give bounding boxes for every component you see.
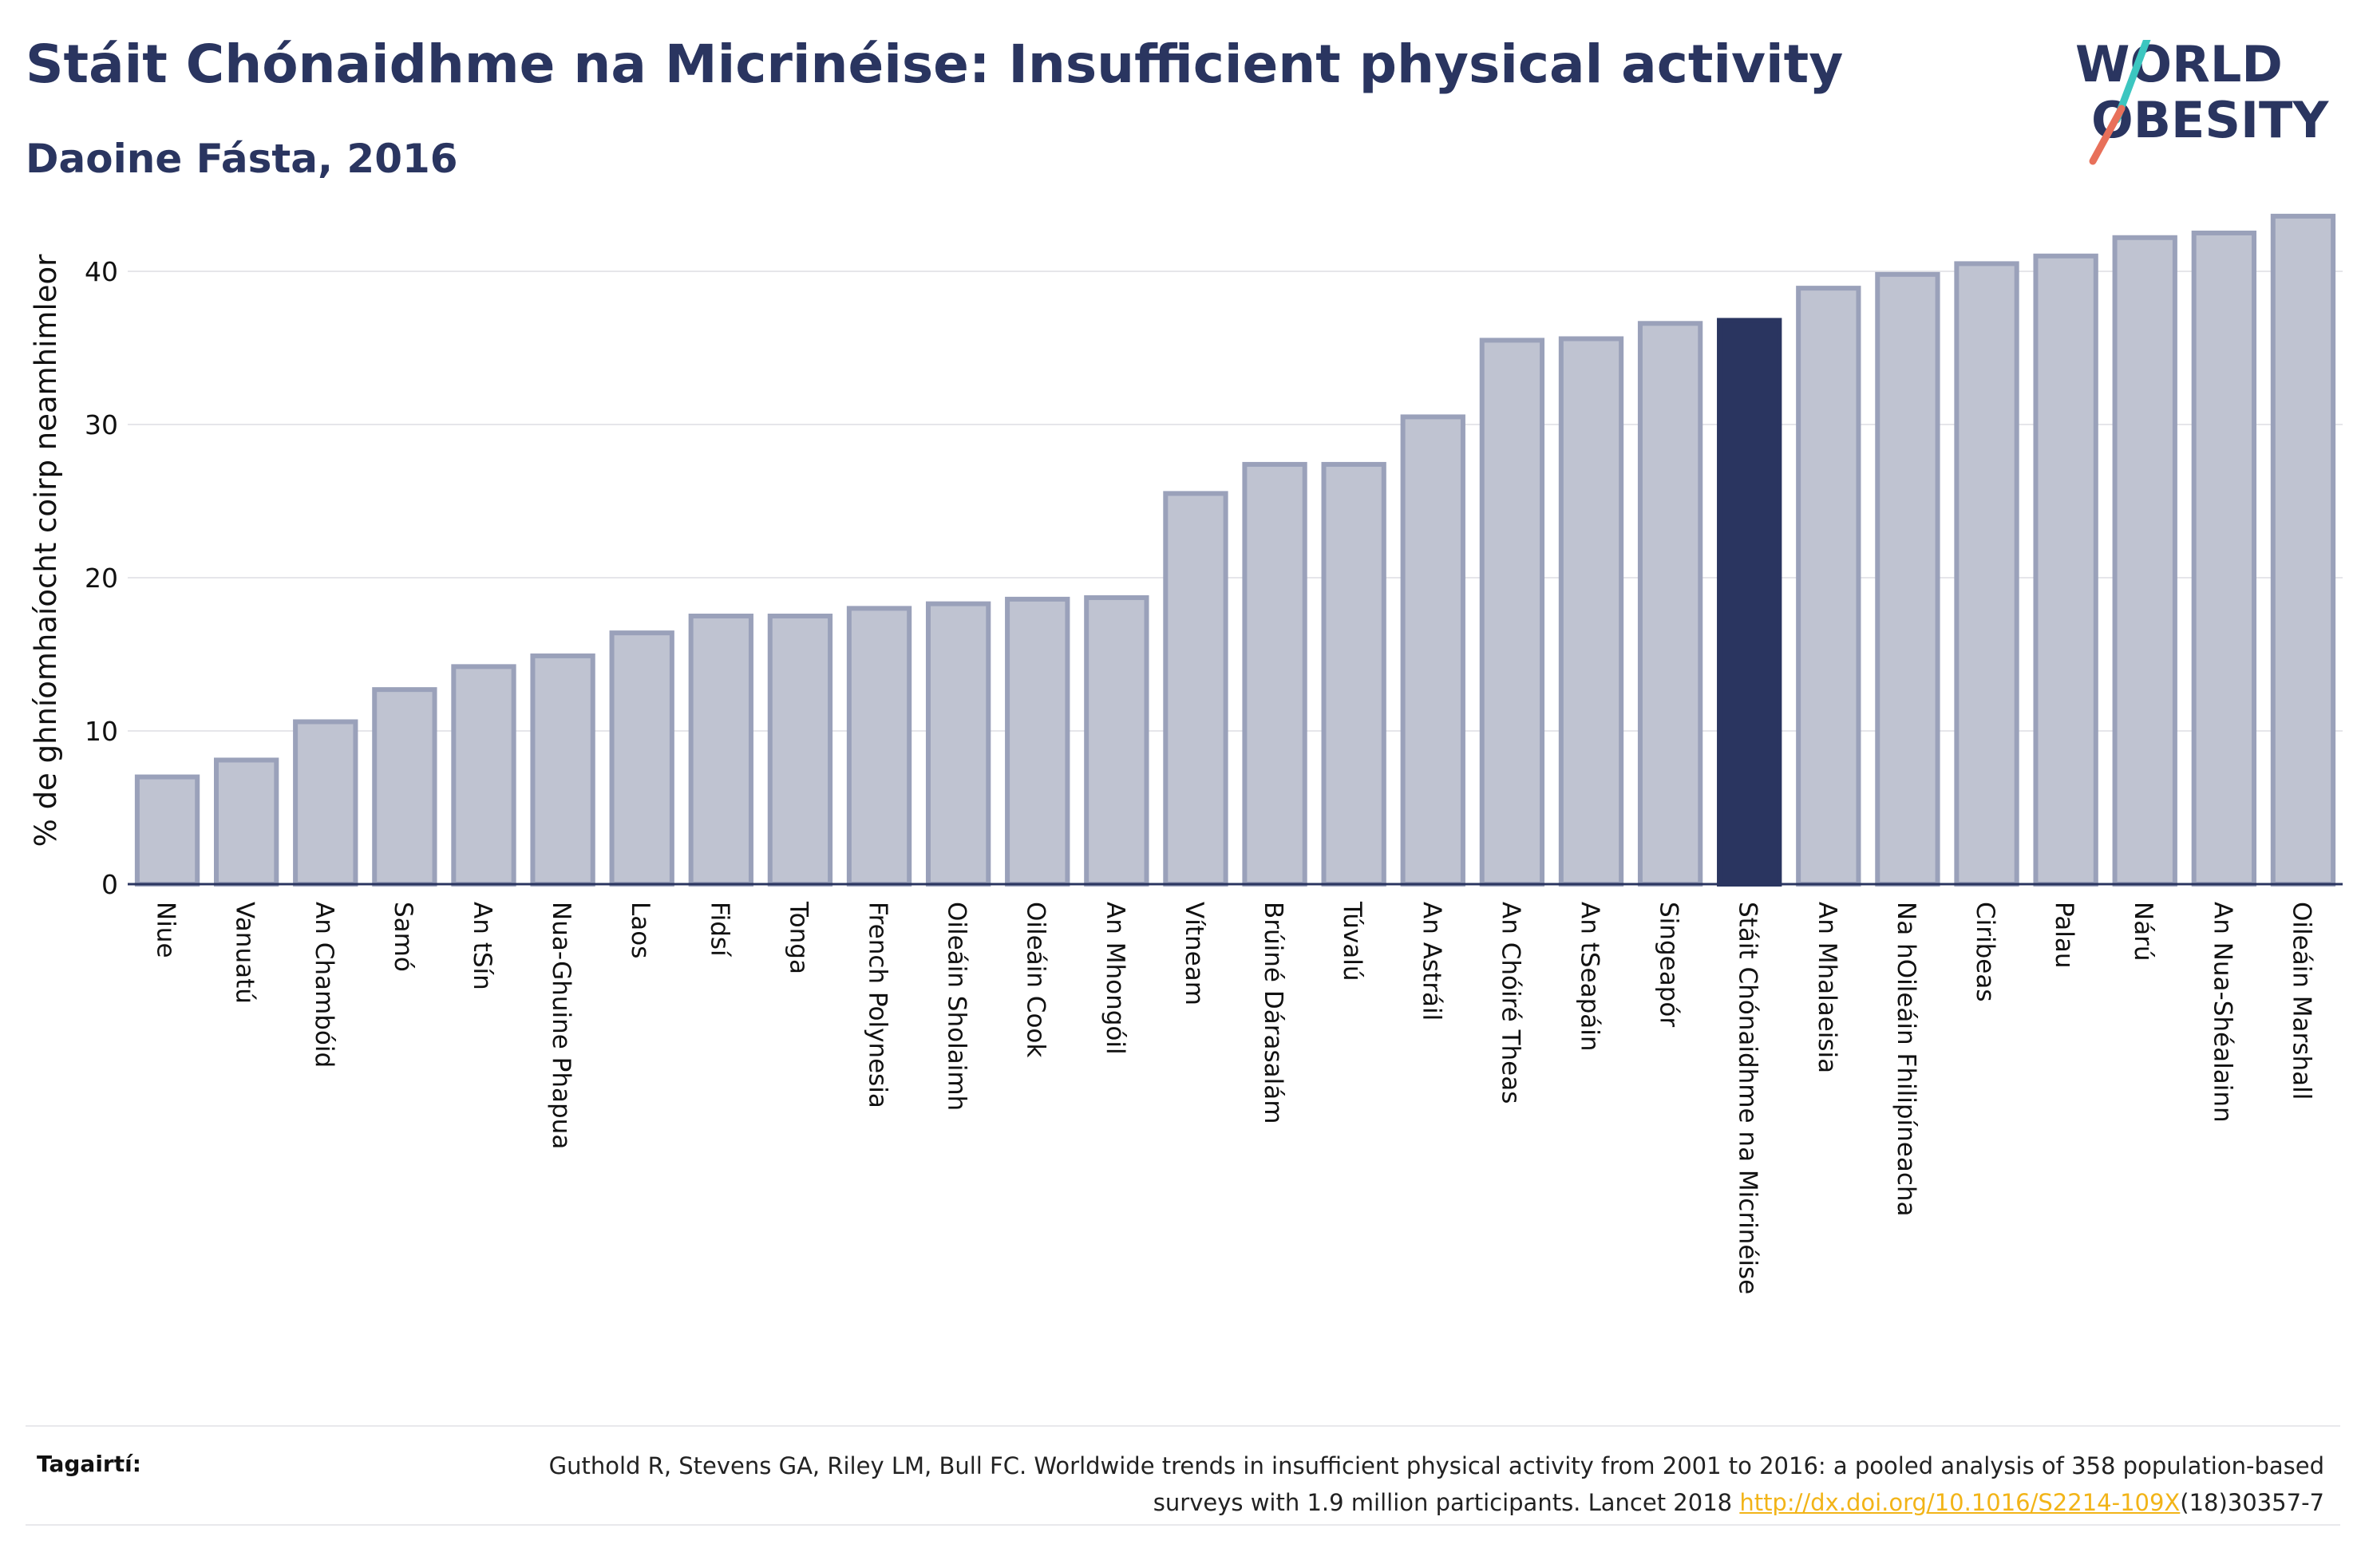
y-tick-label: 20 <box>85 563 118 594</box>
references-suffix: (18)30357-7 <box>2180 1489 2324 1516</box>
logo-line2: OBESITY <box>2091 91 2329 149</box>
chart-subtitle: Daoine Fásta, 2016 <box>26 136 458 182</box>
y-tick-label: 40 <box>85 256 118 287</box>
x-tick-label: Brúiné Dárasalám <box>1259 902 1287 1124</box>
x-tick-label: Oileáin Marshall <box>2287 902 2316 1100</box>
bar <box>1875 271 1940 887</box>
bar <box>1163 491 1228 887</box>
bar <box>2112 235 2177 887</box>
x-tick-label: Niue <box>152 902 180 958</box>
bar <box>372 687 437 887</box>
x-tick-label: Nárú <box>2129 902 2157 962</box>
x-tick-label: An Astráil <box>1417 902 1445 1021</box>
x-tick-label: Na hOileáin Fhilipíneacha <box>1892 902 1920 1217</box>
bar <box>1637 321 1703 887</box>
x-tick-label: Túvalú <box>1338 901 1366 981</box>
bar <box>530 653 595 887</box>
bar-chart: 0 10 20 30 40 Niue Vanuatú An Chambóid Samó An tS… <box>29 213 2343 1294</box>
references-label: Tagairtí: <box>37 1451 141 1477</box>
chart-title: Stáit Chónaidhme na Micrinéise: Insuffic… <box>26 34 1844 95</box>
bar <box>451 664 516 887</box>
logo-line1: WORLD <box>2075 40 2283 93</box>
bar <box>293 719 358 887</box>
bar <box>1954 261 2019 887</box>
bar <box>1479 338 1545 887</box>
bar <box>214 757 279 887</box>
logo-slash-coral <box>2089 105 2126 165</box>
x-tick-label: Vanuatú <box>231 902 259 1004</box>
references-link[interactable]: http://dx.doi.org/10.1016/S2214-109X <box>1739 1489 2181 1516</box>
bar <box>2191 231 2256 887</box>
y-tick-label: 0 <box>101 869 118 900</box>
bar <box>925 601 991 887</box>
bar <box>1242 461 1307 887</box>
references-citation: Guthold R, Stevens GA, Riley LM, Bull FC… <box>548 1452 2324 1516</box>
x-tick-label: Singeapór <box>1655 902 1683 1027</box>
x-tick-label: Fidsí <box>705 902 734 958</box>
footer-divider-bottom <box>26 1524 2340 1526</box>
footer-divider-top <box>26 1425 2340 1427</box>
x-tick-label: An Nua-Shéalainn <box>2208 902 2236 1123</box>
x-tick-label: An Chóiré Theas <box>1496 902 1525 1104</box>
bar <box>2033 253 2098 887</box>
x-tick-label: Oileáin Sholaimh <box>943 902 971 1111</box>
x-tick-label: Oileáin Cook <box>1022 902 1050 1057</box>
bar <box>134 774 200 887</box>
bar <box>1558 336 1624 887</box>
bar <box>2270 213 2336 887</box>
x-tick-label: An Mhalaeisia <box>1813 902 1841 1073</box>
x-tick-label: Laos <box>626 902 655 958</box>
y-axis-label: % de ghníomhaíocht coirp neamhimleor <box>29 254 63 847</box>
bar <box>1400 414 1465 887</box>
bar <box>1321 461 1386 887</box>
x-tick-label: Palau <box>2050 902 2078 969</box>
x-tick-label: An tSín <box>468 902 496 990</box>
y-tick-label: 30 <box>85 409 118 440</box>
bar <box>1084 594 1149 887</box>
bar <box>609 630 674 887</box>
y-tick-label: 10 <box>85 716 118 747</box>
bar <box>846 606 912 887</box>
x-tick-label: An Chambóid <box>310 902 338 1068</box>
bars <box>134 213 2336 887</box>
bar <box>1717 318 1782 887</box>
references-text: Guthold R, Stevens GA, Riley LM, Bull FC… <box>488 1448 2324 1521</box>
bar <box>767 614 833 887</box>
bar <box>688 614 753 887</box>
x-tick-label: Samó <box>389 902 417 972</box>
bar <box>1005 596 1070 887</box>
x-tick-label: Stáit Chónaidhme na Micrinéise <box>1734 902 1762 1294</box>
x-tick-label: Nua-Ghuine Phapua <box>547 902 575 1149</box>
x-tick-label: Vítneam <box>1180 902 1208 1005</box>
x-tick-label: An Mhongóil <box>1101 902 1129 1055</box>
x-tick-label: Ciribeas <box>1971 902 1999 1002</box>
axes: 0 10 20 30 40 Niue Vanuatú An Chambóid Samó An tS… <box>85 256 2343 1294</box>
x-tick-label: An tSeapáin <box>1575 902 1604 1052</box>
x-tick-label: Tonga <box>784 901 813 974</box>
bar <box>1796 286 1861 887</box>
world-obesity-logo: WORLD OBESITY <box>2075 40 2329 165</box>
x-tick-label: French Polynesia <box>864 902 892 1108</box>
